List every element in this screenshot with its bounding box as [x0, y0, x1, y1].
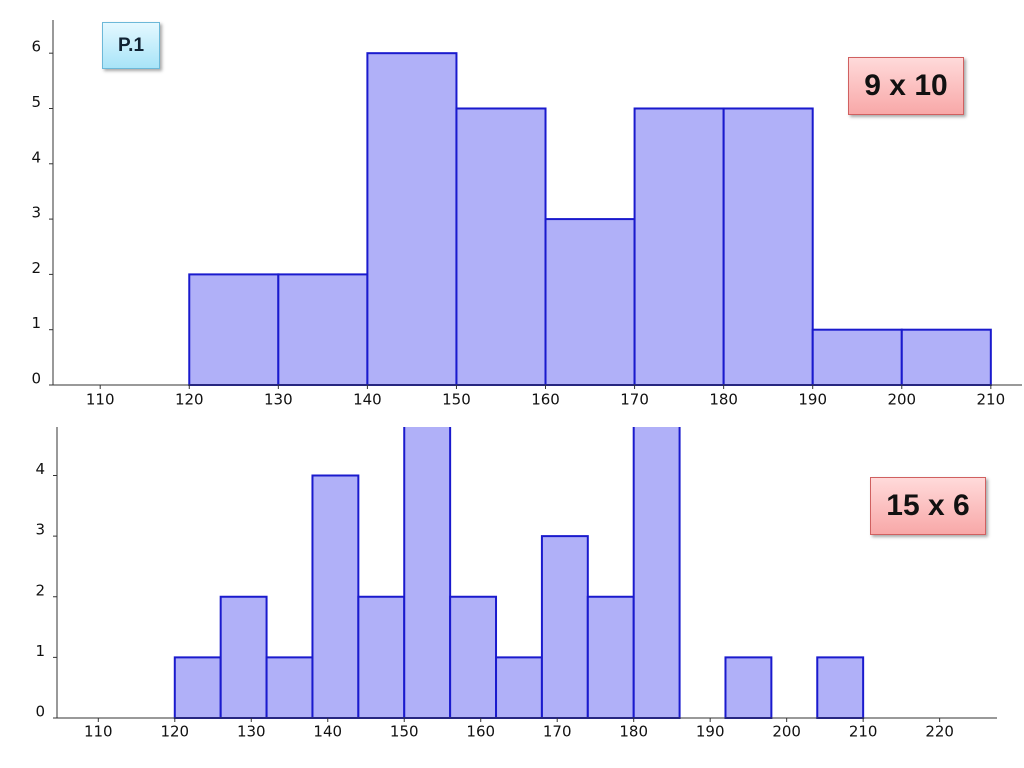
- y-tick-label: 3: [35, 521, 45, 539]
- bar: [449, 595, 498, 719]
- annotation: 9 x 10: [848, 57, 964, 115]
- x-tick-label: 120: [160, 723, 189, 741]
- bar: [455, 107, 547, 386]
- x-tick-label: 130: [264, 391, 293, 409]
- x-tick-label: 170: [620, 391, 649, 409]
- y-tick-label: 6: [31, 38, 41, 56]
- bar: [900, 328, 992, 386]
- page-label: P.1: [102, 22, 160, 69]
- y-tick-label: 1: [35, 642, 45, 660]
- x-tick-label: 110: [86, 391, 115, 409]
- x-tick-label: 200: [772, 723, 801, 741]
- x-tick-label: 160: [531, 391, 560, 409]
- y-tick-label: 0: [31, 370, 41, 388]
- bar: [311, 474, 360, 719]
- bar: [811, 328, 903, 386]
- x-tick-label: 190: [696, 723, 725, 741]
- bar: [357, 595, 406, 719]
- x-tick-label: 180: [619, 723, 648, 741]
- bar: [495, 656, 543, 719]
- x-tick-label: 190: [798, 391, 827, 409]
- bar: [173, 656, 222, 719]
- plot-area: [173, 427, 865, 719]
- y-tick-label: 2: [31, 259, 41, 277]
- bar: [403, 427, 452, 719]
- y-tick-label: 0: [35, 703, 45, 721]
- x-tick-label: 220: [925, 723, 954, 741]
- x-tick-label: 210: [977, 391, 1006, 409]
- bar: [219, 595, 268, 719]
- x-tick-label: 140: [353, 391, 382, 409]
- x-tick-label: 140: [313, 723, 342, 741]
- x-tick-label: 160: [466, 723, 495, 741]
- y-tick-label: 4: [31, 148, 41, 166]
- x-tick-label: 210: [849, 723, 878, 741]
- bar: [544, 218, 636, 386]
- x-tick-label: 150: [442, 391, 471, 409]
- bar: [277, 273, 369, 386]
- bar: [265, 656, 314, 719]
- y-tick-label: 5: [31, 93, 41, 111]
- bar: [586, 595, 635, 719]
- bar: [366, 52, 458, 386]
- x-tick-label: 200: [887, 391, 916, 409]
- bar: [633, 107, 725, 386]
- x-tick-label: 170: [543, 723, 572, 741]
- bar: [632, 427, 681, 719]
- bar: [816, 656, 865, 719]
- y-tick-label: 3: [31, 204, 41, 222]
- bar: [722, 107, 814, 386]
- bar: [724, 656, 773, 719]
- y-tick-label: 4: [35, 460, 45, 478]
- bar: [188, 273, 280, 386]
- x-tick-label: 150: [390, 723, 419, 741]
- bar: [540, 535, 589, 719]
- x-tick-label: 110: [84, 723, 113, 741]
- annotation: 15 x 6: [870, 477, 986, 535]
- x-tick-label: 120: [175, 391, 204, 409]
- y-tick-label: 1: [31, 314, 41, 332]
- x-tick-label: 180: [709, 391, 738, 409]
- y-tick-label: 2: [35, 581, 45, 599]
- plot-area: [188, 52, 992, 386]
- x-tick-label: 130: [237, 723, 266, 741]
